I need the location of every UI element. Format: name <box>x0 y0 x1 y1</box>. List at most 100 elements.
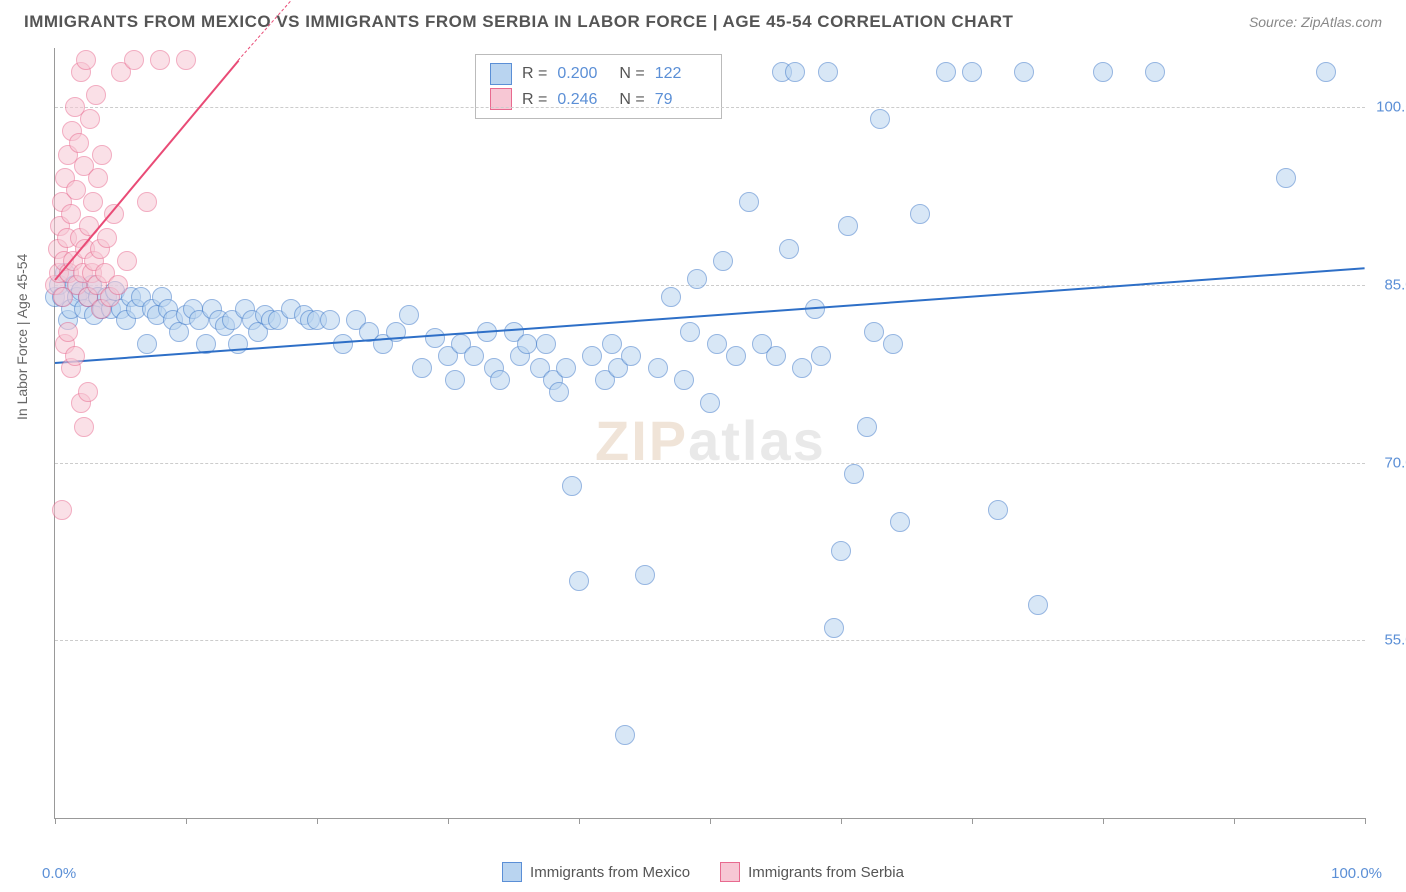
legend-item-mexico: Immigrants from Mexico <box>502 862 690 882</box>
mexico-point <box>674 370 694 390</box>
stats-r-value: 0.246 <box>557 87 609 113</box>
mexico-point <box>320 310 340 330</box>
mexico-point <box>569 571 589 591</box>
serbia-point <box>80 109 100 129</box>
x-tick <box>710 818 711 824</box>
x-tick <box>448 818 449 824</box>
mexico-point <box>1276 168 1296 188</box>
mexico-point <box>1028 595 1048 615</box>
mexico-point <box>333 334 353 354</box>
gridline <box>55 640 1365 641</box>
mexico-point <box>425 328 445 348</box>
chart-container: IMMIGRANTS FROM MEXICO VS IMMIGRANTS FRO… <box>0 0 1406 892</box>
stats-legend-box: R = 0.200 N = 122 R = 0.246 N = 79 <box>475 54 722 119</box>
serbia-point <box>108 275 128 295</box>
mexico-point <box>811 346 831 366</box>
x-tick <box>972 818 973 824</box>
legend-label-mexico: Immigrants from Mexico <box>530 864 690 881</box>
serbia-point <box>58 322 78 342</box>
mexico-point <box>962 62 982 82</box>
mexico-point <box>785 62 805 82</box>
mexico-point <box>137 334 157 354</box>
y-tick-label: 85.0% <box>1371 276 1406 293</box>
mexico-point <box>988 500 1008 520</box>
mexico-point <box>490 370 510 390</box>
x-tick <box>1365 818 1366 824</box>
mexico-point <box>766 346 786 366</box>
mexico-point <box>536 334 556 354</box>
serbia-point <box>61 204 81 224</box>
serbia-point <box>78 382 98 402</box>
x-tick <box>1103 818 1104 824</box>
mexico-point <box>838 216 858 236</box>
mexico-point <box>562 476 582 496</box>
y-tick-label: 100.0% <box>1371 99 1406 116</box>
stats-row-serbia: R = 0.246 N = 79 <box>490 87 707 113</box>
mexico-point <box>517 334 537 354</box>
mexico-point <box>824 618 844 638</box>
serbia-point <box>69 133 89 153</box>
mexico-point <box>648 358 668 378</box>
mexico-point <box>635 565 655 585</box>
mexico-point <box>169 322 189 342</box>
mexico-point <box>615 725 635 745</box>
mexico-point <box>726 346 746 366</box>
x-tick <box>579 818 580 824</box>
mexico-point <box>549 382 569 402</box>
mexico-point <box>779 239 799 259</box>
mexico-point <box>910 204 930 224</box>
gridline <box>55 463 1365 464</box>
stats-n-label: N = <box>619 87 644 113</box>
serbia-point <box>65 346 85 366</box>
mexico-point <box>844 464 864 484</box>
mexico-point <box>1093 62 1113 82</box>
x-tick <box>317 818 318 824</box>
chart-source: Source: ZipAtlas.com <box>1249 14 1382 30</box>
mexico-point <box>1145 62 1165 82</box>
mexico-point <box>870 109 890 129</box>
y-tick-label: 55.0% <box>1371 632 1406 649</box>
serbia-point <box>88 168 108 188</box>
mexico-point <box>687 269 707 289</box>
mexico-point <box>445 370 465 390</box>
mexico-point <box>890 512 910 532</box>
serbia-point <box>176 50 196 70</box>
mexico-point <box>713 251 733 271</box>
serbia-point <box>137 192 157 212</box>
mexico-point <box>818 62 838 82</box>
serbia-point <box>150 50 170 70</box>
x-axis-legend: Immigrants from Mexico Immigrants from S… <box>0 862 1406 882</box>
x-tick <box>55 818 56 824</box>
mexico-point <box>857 417 877 437</box>
mexico-point <box>739 192 759 212</box>
mexico-point <box>792 358 812 378</box>
mexico-point <box>1316 62 1336 82</box>
mexico-point <box>602 334 622 354</box>
stats-row-mexico: R = 0.200 N = 122 <box>490 61 707 87</box>
serbia-point <box>83 192 103 212</box>
mexico-point <box>464 346 484 366</box>
mexico-point <box>661 287 681 307</box>
serbia-point <box>74 417 94 437</box>
gridline <box>55 285 1365 286</box>
serbia-point <box>124 50 144 70</box>
mexico-point <box>582 346 602 366</box>
legend-swatch-mexico <box>502 862 522 882</box>
stats-swatch-mexico <box>490 63 512 85</box>
chart-header: IMMIGRANTS FROM MEXICO VS IMMIGRANTS FRO… <box>0 0 1406 40</box>
y-tick-label: 70.0% <box>1371 454 1406 471</box>
legend-item-serbia: Immigrants from Serbia <box>720 862 904 882</box>
mexico-point <box>1014 62 1034 82</box>
chart-title: IMMIGRANTS FROM MEXICO VS IMMIGRANTS FRO… <box>24 12 1013 32</box>
mexico-point <box>831 541 851 561</box>
mexico-point <box>883 334 903 354</box>
serbia-point <box>86 85 106 105</box>
mexico-point <box>621 346 641 366</box>
serbia-point <box>97 228 117 248</box>
mexico-point <box>700 393 720 413</box>
y-axis-label: In Labor Force | Age 45-54 <box>14 254 30 420</box>
mexico-point <box>707 334 727 354</box>
stats-r-value: 0.200 <box>557 61 609 87</box>
serbia-point <box>52 500 72 520</box>
legend-label-serbia: Immigrants from Serbia <box>748 864 904 881</box>
